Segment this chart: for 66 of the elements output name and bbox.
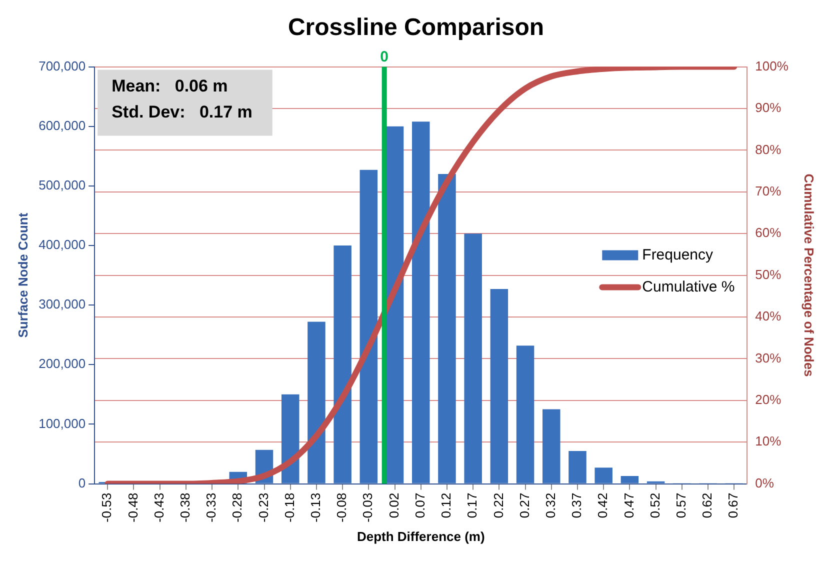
y2-tick-label: 60% [755,225,782,240]
y2-tick-label: 100% [755,58,789,74]
bar [334,246,352,484]
x-tick-label: -0.53 [99,492,114,522]
x-tick-label: 0.07 [412,492,428,518]
x-tick-label: -0.43 [151,492,166,522]
x-tick-label: -0.18 [282,492,297,522]
x-tick-label: -0.13 [308,492,324,522]
bar [360,170,378,484]
y2-axis-title: Cumulative Percentage of Nodes [802,174,817,377]
x-tick-label: 0.12 [438,492,454,518]
x-tick-label: 0.32 [542,492,558,518]
ref-line-label: 0 [380,48,388,66]
x-tick-label: -0.48 [125,492,140,522]
x-tick-label: 0.52 [647,492,662,518]
legend-label: Frequency [642,246,714,264]
y2-tick-label: 50% [755,266,782,282]
x-tick-label: 0.62 [700,492,715,518]
y2-tick-label: 40% [755,308,782,324]
x-tick-label: 0.67 [726,492,741,518]
y-tick-label: 300,000 [38,296,86,312]
bar [412,122,430,484]
x-tick-label: 0.22 [490,492,506,518]
bar [281,394,300,484]
y2-tick-label: 90% [755,100,782,116]
chart-title: Crossline Comparison [288,14,544,42]
x-tick-label: 0.47 [621,492,636,518]
bar [490,288,508,484]
x-tick-label: -0.33 [204,492,219,522]
y-tick-label: 600,000 [38,118,86,133]
x-tick-label: 0.27 [516,492,532,518]
bar [594,468,612,484]
x-tick-label: -0.28 [230,492,245,522]
y-tick-label: 400,000 [38,237,86,252]
bar [516,346,534,484]
x-axis-title: Depth Difference (m) [356,528,485,544]
x-tick-label: 0.42 [595,492,610,518]
y2-tick-label: 20% [755,392,782,407]
y-tick-label: 100,000 [38,416,86,431]
bar [308,322,326,484]
y2-tick-label: 0% [755,475,774,490]
bar [568,451,586,484]
y-tick-label: 0 [78,475,86,490]
y2-tick-label: 30% [755,350,782,366]
y-tick-label: 700,000 [38,58,86,74]
y2-tick-label: 70% [755,183,782,198]
x-tick-label: -0.38 [178,492,193,522]
y2-tick-label: 10% [755,434,782,449]
x-tick-label: -0.03 [360,492,376,522]
x-tick-label: 0.37 [569,492,584,518]
bar [620,476,639,484]
bar [542,409,560,484]
y-tick-label: 500,000 [38,178,86,193]
bar [464,234,482,484]
x-tick-label: 0.57 [673,492,688,518]
y-tick-label: 200,000 [38,356,86,372]
annotation: Std. Dev: 0.17 m [112,102,252,122]
legend-label: Cumulative % [642,278,735,296]
annotation: Mean: 0.06 m [112,76,228,96]
x-tick-label: 0.02 [386,492,402,518]
x-tick-label: -0.23 [256,492,271,522]
x-tick-label: -0.08 [334,492,350,522]
y-axis-title: Surface Node Count [15,212,30,338]
bar [438,174,456,484]
y2-tick-label: 80% [755,142,782,157]
x-tick-label: 0.17 [464,492,480,518]
